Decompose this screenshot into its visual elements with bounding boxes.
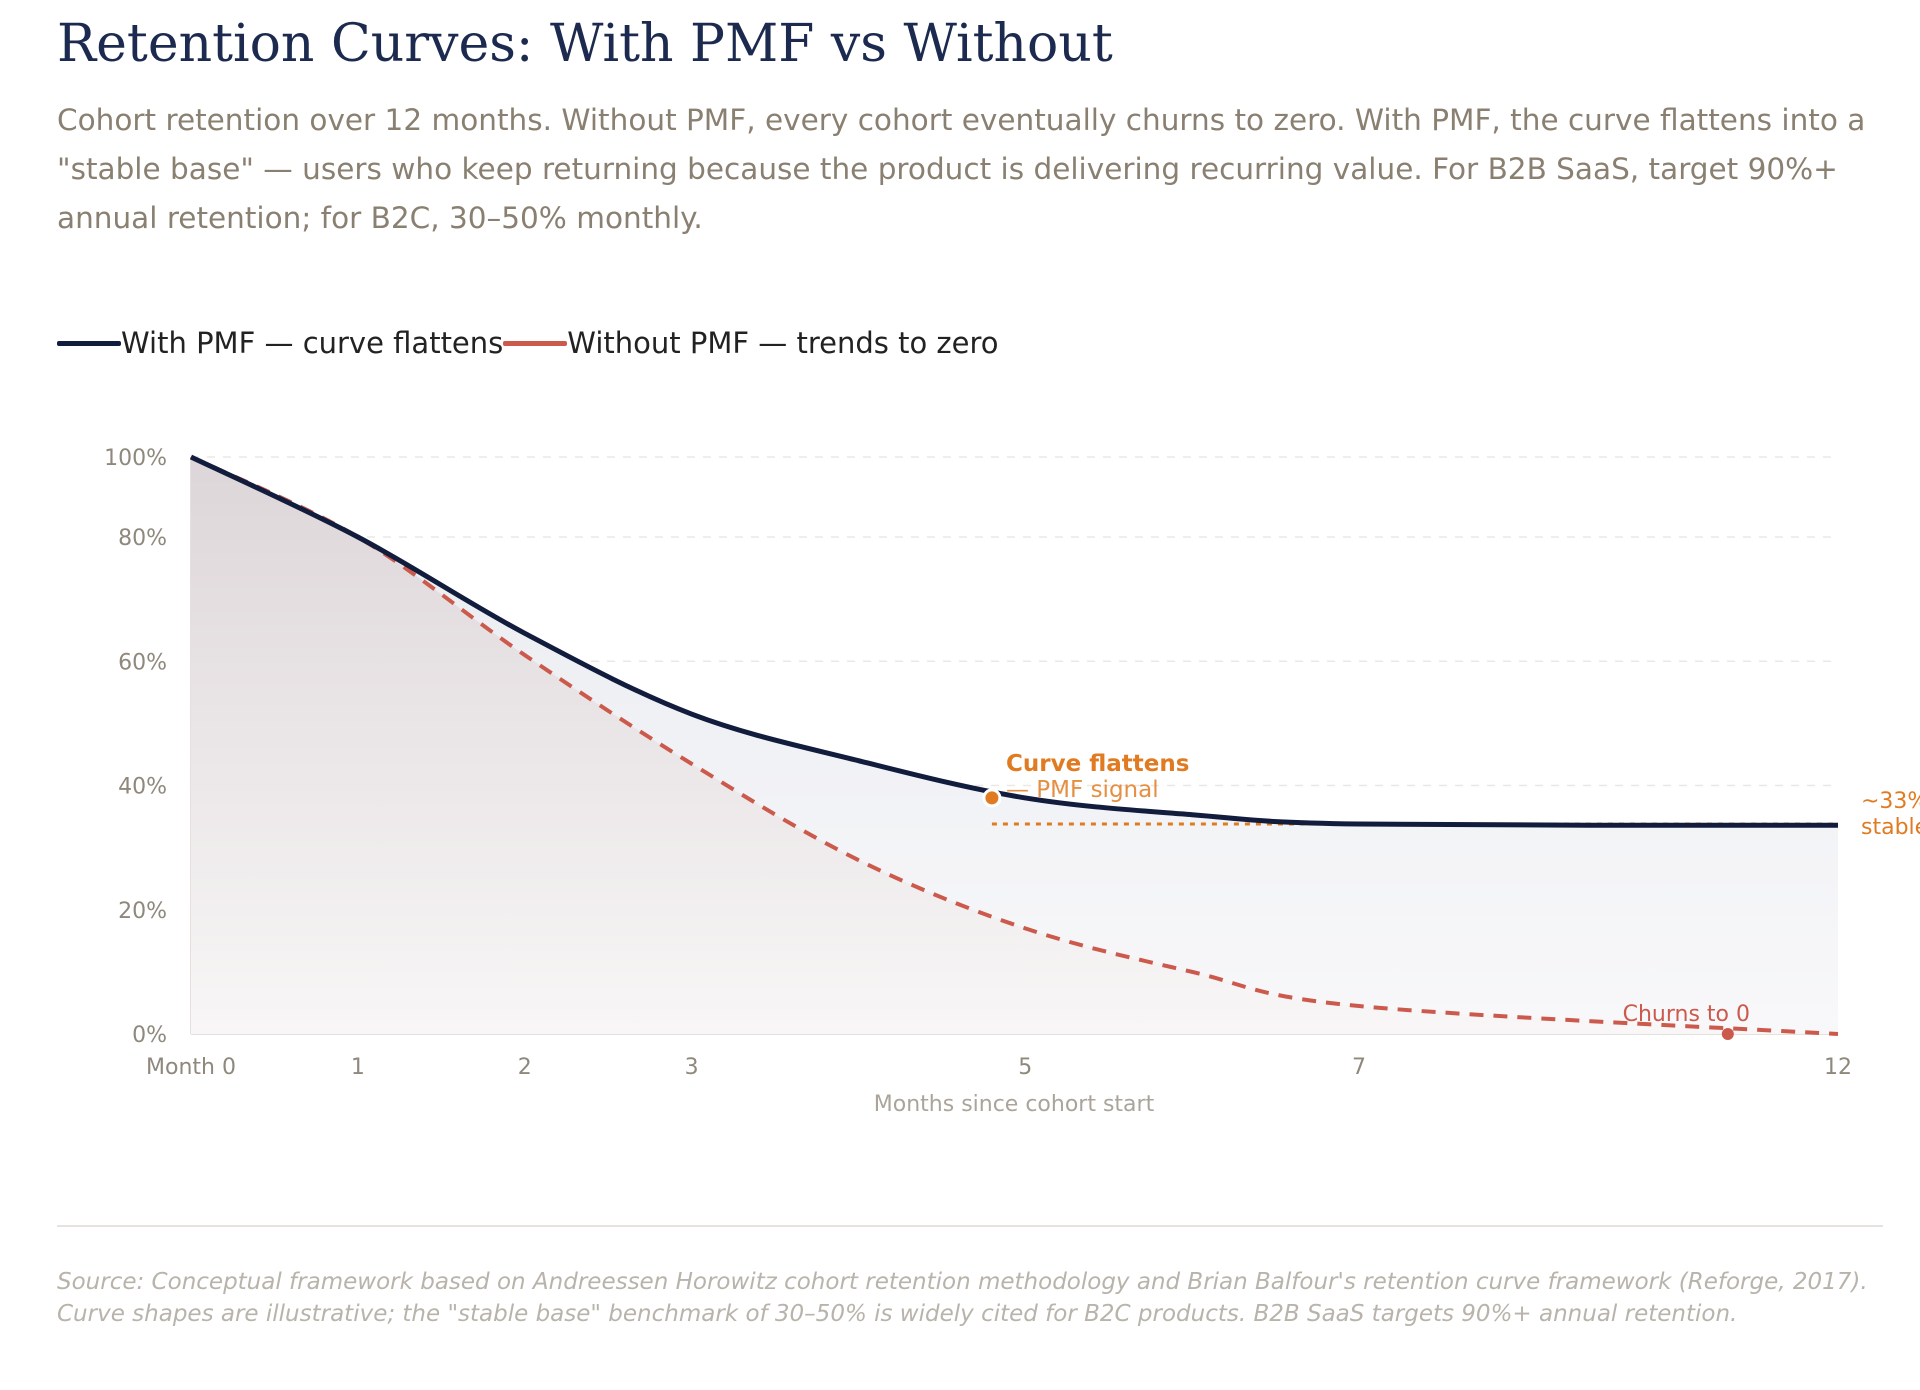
annotation-flatten-title: Curve flattens [1006, 751, 1189, 777]
annotation-flatten-text: — PMF signal [1006, 777, 1159, 803]
legend-item-with-pmf: With PMF — curve flattens [57, 326, 503, 360]
legend-swatch-with-pmf [57, 340, 121, 346]
area-without-pmf [191, 457, 1838, 1034]
legend-label-without-pmf: Without PMF — trends to zero [567, 326, 999, 360]
x-tick-label: 12 [1824, 1055, 1852, 1080]
source-note: Source: Conceptual framework based on An… [57, 1269, 1868, 1327]
y-tick-label: 20% [118, 899, 167, 924]
x-tick-label: Month 0 [146, 1055, 236, 1080]
annotation-stable-line1: ~33% [1861, 789, 1920, 814]
churn-point [1721, 1028, 1734, 1040]
series-line-without-pmf [190, 455, 1839, 1036]
legend: With PMF — curve flattens Without PMF — … [57, 326, 999, 360]
x-tick-label: 2 [518, 1055, 532, 1080]
y-tick-label: 80% [118, 526, 167, 551]
y-tick-label: 40% [118, 775, 167, 800]
y-tick-label: 0% [132, 1023, 167, 1048]
annotation-stable-line2: stable base [1861, 815, 1920, 840]
footer-divider [57, 1225, 1883, 1227]
legend-label-with-pmf: With PMF — curve flattens [121, 326, 504, 360]
annotation-churn: Churns to 0 [1623, 1002, 1750, 1027]
flatten-point [982, 788, 1002, 808]
legend-item-without-pmf: Without PMF — trends to zero [503, 326, 999, 360]
x-tick-label: 3 [685, 1055, 699, 1080]
legend-swatch-without-pmf [503, 340, 568, 346]
x-axis-title: Months since cohort start [874, 1092, 1155, 1117]
x-tick-label: 7 [1352, 1055, 1366, 1080]
y-tick-label: 60% [118, 650, 167, 675]
x-tick-label: 1 [351, 1055, 365, 1080]
x-tick-label: 5 [1018, 1055, 1032, 1080]
chart-subtitle: Cohort retention over 12 months. Without… [57, 103, 1866, 235]
chart-title: Retention Curves: With PMF vs Without [57, 14, 1113, 74]
y-tick-label: 100% [104, 446, 167, 471]
series-line-with-pmf [189, 454, 1839, 828]
